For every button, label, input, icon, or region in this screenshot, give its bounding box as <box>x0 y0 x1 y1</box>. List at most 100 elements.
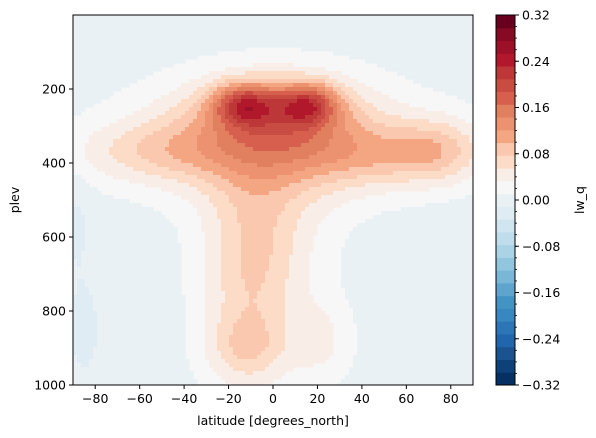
contour-cell <box>77 215 82 220</box>
contour-cell <box>309 171 314 176</box>
contour-cell <box>181 195 186 200</box>
contour-cell <box>305 83 310 88</box>
contour-cell <box>209 251 214 256</box>
contour-cell <box>217 39 222 44</box>
contour-cell <box>177 91 182 96</box>
contour-cell <box>249 71 254 76</box>
contour-cell <box>389 115 394 120</box>
contour-cell <box>417 127 422 132</box>
contour-cell <box>337 171 342 176</box>
contour-cell <box>393 107 398 112</box>
contour-cell <box>457 151 462 156</box>
contour-cell <box>269 83 274 88</box>
contour-cell <box>173 127 178 132</box>
contour-cell <box>265 131 270 136</box>
contour-cell <box>125 223 130 228</box>
contour-cell <box>109 251 114 256</box>
contour-cell <box>133 47 138 52</box>
contour-cell <box>149 227 154 232</box>
contour-cell <box>217 235 222 240</box>
contour-cell <box>149 71 154 76</box>
contour-cell <box>85 211 90 216</box>
contour-cell <box>345 107 350 112</box>
contour-cell <box>205 179 210 184</box>
contour-cell <box>109 247 114 252</box>
contour-cell <box>257 167 262 172</box>
contour-cell <box>141 39 146 44</box>
contour-cell <box>333 103 338 108</box>
contour-cell <box>309 39 314 44</box>
contour-cell <box>385 107 390 112</box>
contour-cell <box>373 135 378 140</box>
contour-cell <box>201 147 206 152</box>
contour-cell <box>257 223 262 228</box>
contour-cell <box>281 207 286 212</box>
contour-cell <box>469 95 473 100</box>
contour-cell <box>445 23 450 28</box>
contour-cell <box>353 27 358 32</box>
contour-cell <box>201 75 206 80</box>
contour-cell <box>257 119 262 124</box>
contour-cell <box>149 127 154 132</box>
contour-cell <box>277 235 282 240</box>
contour-cell <box>465 167 470 172</box>
contour-cell <box>73 59 78 64</box>
contour-cell <box>89 39 94 44</box>
contour-cell <box>281 215 286 220</box>
contour-cell <box>353 47 358 52</box>
contour-cell <box>405 63 410 68</box>
contour-cell <box>133 23 138 28</box>
contour-cell <box>229 99 234 104</box>
contour-cell <box>265 203 270 208</box>
contour-cell <box>229 199 234 204</box>
contour-cell <box>241 143 246 148</box>
contour-cell <box>237 223 242 228</box>
contour-cell <box>113 63 118 68</box>
contour-cell <box>413 111 418 116</box>
contour-cell <box>121 203 126 208</box>
contour-cell <box>321 43 326 48</box>
contour-cell <box>245 35 250 40</box>
contour-cell <box>329 19 334 24</box>
contour-cell <box>85 199 90 204</box>
contour-cell <box>357 119 362 124</box>
contour-cell <box>209 155 214 160</box>
contour-cell <box>173 187 178 192</box>
contour-cell <box>217 239 222 244</box>
contour-cell <box>141 135 146 140</box>
contour-cell <box>101 199 106 204</box>
contour-cell <box>413 67 418 72</box>
contour-cell <box>333 91 338 96</box>
contour-cell <box>377 91 382 96</box>
contour-cell <box>457 199 462 204</box>
contour-cell <box>193 175 198 180</box>
contour-cell <box>213 23 218 28</box>
contour-cell <box>317 139 322 144</box>
contour-cell <box>249 199 254 204</box>
contour-cell <box>297 67 302 72</box>
contour-cell <box>213 163 218 168</box>
contour-cell <box>433 119 438 124</box>
contour-cell <box>405 71 410 76</box>
contour-cell <box>389 227 394 232</box>
contour-cell <box>417 223 422 228</box>
contour-cell <box>417 107 422 112</box>
contour-cell <box>89 19 94 24</box>
contour-cell <box>85 239 90 244</box>
contour-cell <box>301 207 306 212</box>
contour-cell <box>305 155 310 160</box>
contour-cell <box>409 23 414 28</box>
contour-cell <box>173 103 178 108</box>
contour-cell <box>461 159 466 164</box>
contour-cell <box>125 71 130 76</box>
contour-cell <box>393 27 398 32</box>
contour-cell <box>133 247 138 252</box>
contour-cell <box>265 199 270 204</box>
contour-cell <box>241 219 246 224</box>
contour-cell <box>149 207 154 212</box>
contour-cell <box>213 179 218 184</box>
contour-cell <box>385 151 390 156</box>
contour-cell <box>461 219 466 224</box>
contour-cell <box>237 79 242 84</box>
contour-cell <box>441 23 446 28</box>
